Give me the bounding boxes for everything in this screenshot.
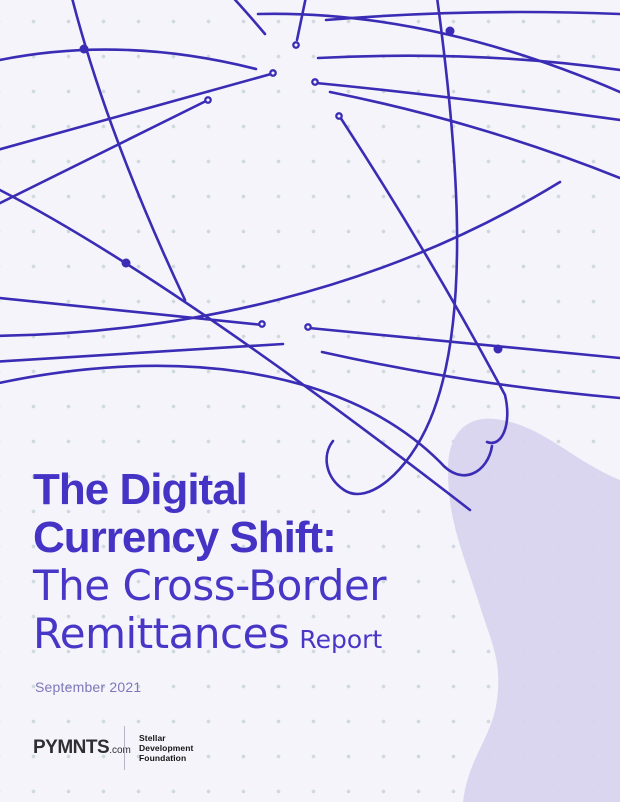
publication-date: September 2021 (35, 679, 142, 695)
title-light-line-2: Remittances Report (33, 610, 593, 664)
stellar-logo: Stellar Development Foundation (139, 733, 193, 763)
pymnts-logo-tld: .com (109, 745, 131, 756)
title-bold-line-1: The Digital (33, 465, 248, 514)
title-suffix-report: Report (299, 625, 383, 654)
network-ring (269, 69, 277, 77)
pymnts-logo: PYMNTS .com (33, 737, 131, 759)
network-ring (311, 78, 319, 86)
network-ring (258, 320, 266, 328)
title-block: The Digital Currency Shift: The Cross-Bo… (33, 466, 593, 664)
pymnts-logo-name: PYMNTS (33, 737, 110, 758)
footer-divider (124, 726, 125, 770)
network-ring (335, 112, 343, 120)
title-light-line-2-text: Remittances (33, 609, 290, 658)
stellar-logo-line-3: Foundation (139, 753, 187, 763)
network-node (493, 344, 503, 354)
footer-logos: PYMNTS .com Stellar Development Foundatio… (33, 726, 193, 770)
network-node (79, 44, 89, 54)
stellar-logo-line-2: Development (139, 743, 194, 753)
network-node (121, 258, 131, 268)
title-bold-line-2: Currency Shift: (33, 513, 337, 562)
network-ring (292, 41, 300, 49)
network-ring (204, 96, 212, 104)
network-node (445, 26, 455, 36)
stellar-logo-line-1: Stellar (139, 733, 166, 743)
network-ring (304, 323, 312, 331)
title-light-line-1: The Cross-Border (33, 561, 387, 610)
